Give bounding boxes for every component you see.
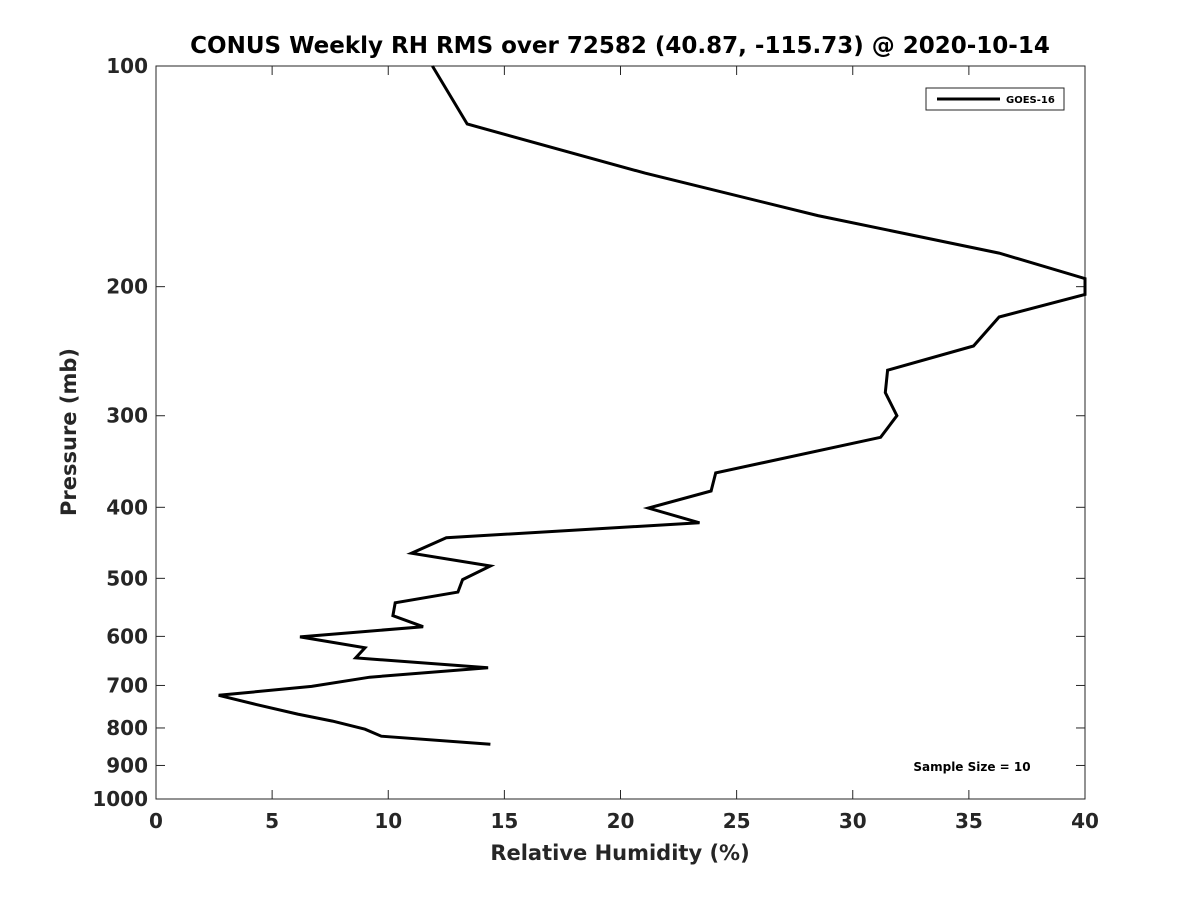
y-tick-label: 500	[106, 566, 148, 590]
x-tick-label: 30	[839, 809, 867, 833]
y-tick-label: 900	[106, 753, 148, 777]
x-tick-label: 20	[607, 809, 635, 833]
legend: GOES-16	[925, 87, 1065, 111]
y-tick-label: 400	[106, 495, 148, 519]
sample-size-annotation: Sample Size = 10	[913, 760, 1030, 774]
x-tick-label: 35	[955, 809, 983, 833]
y-tick-label: 300	[106, 404, 148, 428]
y-tick-label: 200	[106, 275, 148, 299]
y-tick-label: 800	[106, 716, 148, 740]
series-line-goes-16	[218, 65, 1087, 746]
y-tick-label: 100	[106, 54, 148, 78]
x-tick-label: 0	[149, 809, 163, 833]
legend-label-goes-16: GOES-16	[1006, 95, 1055, 106]
x-axis-label: Relative Humidity (%)	[490, 841, 749, 865]
x-tick-label: 5	[265, 809, 279, 833]
y-tick-label: 700	[106, 673, 148, 697]
x-tick-label: 40	[1071, 809, 1099, 833]
chart-title: CONUS Weekly RH RMS over 72582 (40.87, -…	[190, 33, 1050, 59]
y-axis-label: Pressure (mb)	[57, 348, 81, 516]
x-tick-label: 15	[490, 809, 518, 833]
x-tick-label: 25	[723, 809, 751, 833]
y-tick-label: 1000	[92, 787, 148, 811]
y-tick-label: 600	[106, 624, 148, 648]
x-tick-label: 10	[374, 809, 402, 833]
